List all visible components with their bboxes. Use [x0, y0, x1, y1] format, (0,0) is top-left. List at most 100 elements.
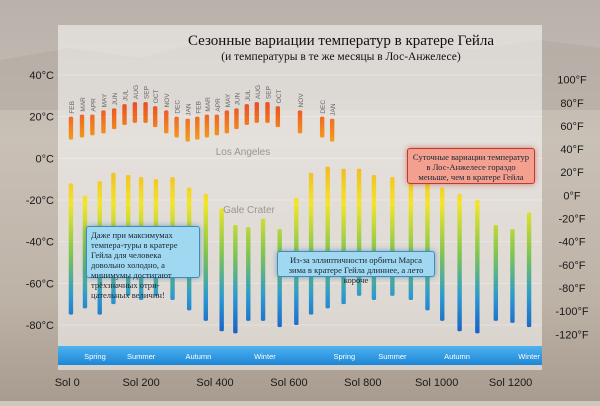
la-temp-bar [244, 104, 249, 125]
y-tick-fahrenheit: -120°F [555, 329, 588, 341]
chart-title-block: Сезонные вариации температур в кратере Г… [181, 33, 501, 69]
y-tick-fahrenheit: 100°F [557, 75, 587, 87]
gale-temp-bar [390, 177, 395, 296]
y-tick-fahrenheit: -80°F [558, 283, 585, 295]
la-temp-bar [152, 106, 158, 128]
chart-subtitle: (и температуры в те же месяцы в Лос-Анже… [221, 51, 461, 63]
y-tick-celsius: 0°C [36, 153, 55, 165]
la-temp-bar [214, 114, 220, 136]
la-temp-bar [164, 110, 169, 134]
la-temp-bar [234, 108, 239, 130]
gale-temp-bar [475, 200, 480, 334]
month-label: SEP [265, 86, 272, 99]
month-labels: FEB MAR APR MAY JUN JUL AUG SEP OCT NOV DEC JAN FEB M… [69, 85, 337, 116]
chart-title: Сезонные вариации температур в кратере Г… [187, 33, 495, 49]
y-tick-celsius: -40°C [26, 237, 54, 249]
month-label: FEB [195, 101, 202, 114]
y-tick-celsius: 20°C [29, 112, 54, 124]
gale-temp-bar [233, 225, 238, 334]
y-tick-fahrenheit: -100°F [555, 306, 588, 318]
y-tick-celsius: -20°C [26, 195, 54, 207]
la-temp-bar [204, 114, 210, 138]
los-angeles-label: Los Angeles [216, 147, 271, 158]
gale-temp-bar [277, 229, 282, 328]
gale-temp-bar [526, 212, 532, 328]
y-tick-celsius: 40°C [29, 70, 54, 82]
y-tick-fahrenheit: 60°F [560, 121, 584, 133]
month-label: JUN [234, 92, 241, 105]
la-temp-bar [132, 102, 138, 123]
season-label: Autumn [185, 352, 211, 361]
y-tick-fahrenheit: -20°F [558, 214, 585, 226]
month-label: AUG [133, 85, 140, 99]
month-label: JAN [186, 103, 193, 116]
gale-temp-bar [440, 187, 445, 321]
month-label: DEC [175, 100, 182, 114]
la-temp-bar [101, 110, 106, 134]
annotation-los-angeles-variation: Суточные вариации температур в Лос-Анжел… [407, 148, 535, 184]
la-temp-bar [111, 108, 117, 130]
month-label: SEP [144, 86, 151, 99]
month-label: MAY [225, 93, 232, 107]
season-label: Summer [127, 352, 156, 361]
la-temp-bar [68, 116, 74, 140]
gale-temp-bar [371, 175, 377, 300]
la-temp-bar [254, 102, 259, 123]
y-tick-fahrenheit: -40°F [558, 237, 585, 249]
la-temp-bar [224, 110, 230, 134]
x-tick-sol: Sol 1000 [415, 377, 458, 389]
month-label: JAN [330, 103, 337, 116]
la-temp-bar [122, 104, 127, 125]
y-tick-fahrenheit: 20°F [560, 167, 584, 179]
y-axis-left: 40°C 20°C 0°C -20°C -40°C -60°C -80°C [26, 70, 54, 332]
month-label: NOV [298, 93, 305, 108]
month-label: FEB [69, 101, 76, 114]
x-tick-sol: Sol 400 [196, 377, 233, 389]
la-temp-bar [195, 116, 200, 140]
gale-temp-bar [510, 229, 515, 323]
gale-temp-bar [219, 208, 224, 332]
gale-temp-bar [246, 227, 251, 321]
month-label: OCT [276, 90, 283, 104]
x-tick-sol: Sol 1200 [489, 377, 532, 389]
gale-crater-label: Gale Crater [223, 205, 275, 216]
month-label: JUL [245, 89, 252, 101]
la-temp-bar [319, 116, 325, 138]
gale-temp-bar [325, 166, 330, 309]
season-label: Spring [333, 352, 355, 361]
la-temp-bar [90, 114, 95, 136]
la-temp-bar [79, 114, 85, 138]
la-temp-bar [329, 118, 335, 142]
season-band [58, 346, 542, 365]
annotation-extreme-cold: Даже при максимумах темпера-туры в крате… [86, 226, 200, 300]
month-label: APR [90, 98, 97, 112]
plot-panel [58, 25, 542, 370]
y-tick-celsius: -80°C [26, 320, 54, 332]
x-tick-sol: Sol 600 [270, 377, 307, 389]
month-label: MAY [101, 93, 108, 107]
y-tick-fahrenheit: -60°F [558, 260, 585, 272]
la-temp-bar [143, 102, 148, 123]
y-axis-right: 100°F 80°F 60°F 40°F 20°F 0°F -20°F -40°F -60°F -… [555, 75, 588, 342]
la-temp-bar [174, 116, 179, 138]
gale-temp-bar [493, 225, 499, 321]
season-label: Summer [378, 352, 407, 361]
month-label: DEC [320, 100, 327, 114]
season-labels: Spring Summer Autumn Winter Spring Summer Autu… [84, 352, 540, 361]
gale-temp-bar [68, 183, 74, 315]
gale-temp-bar [308, 172, 314, 315]
x-tick-sol: Sol 200 [122, 377, 159, 389]
season-label: Autumn [444, 352, 470, 361]
month-label: JUN [112, 92, 119, 105]
season-label: Winter [518, 352, 540, 361]
season-label: Winter [254, 352, 276, 361]
gale-temp-bar [260, 218, 266, 321]
month-label: OCT [153, 90, 160, 104]
la-temp-bar [185, 118, 190, 142]
la-temp-bar [297, 110, 303, 134]
y-tick-fahrenheit: 0°F [563, 190, 581, 202]
x-tick-sol: Sol 0 [55, 377, 80, 389]
month-label: MAR [80, 97, 87, 112]
